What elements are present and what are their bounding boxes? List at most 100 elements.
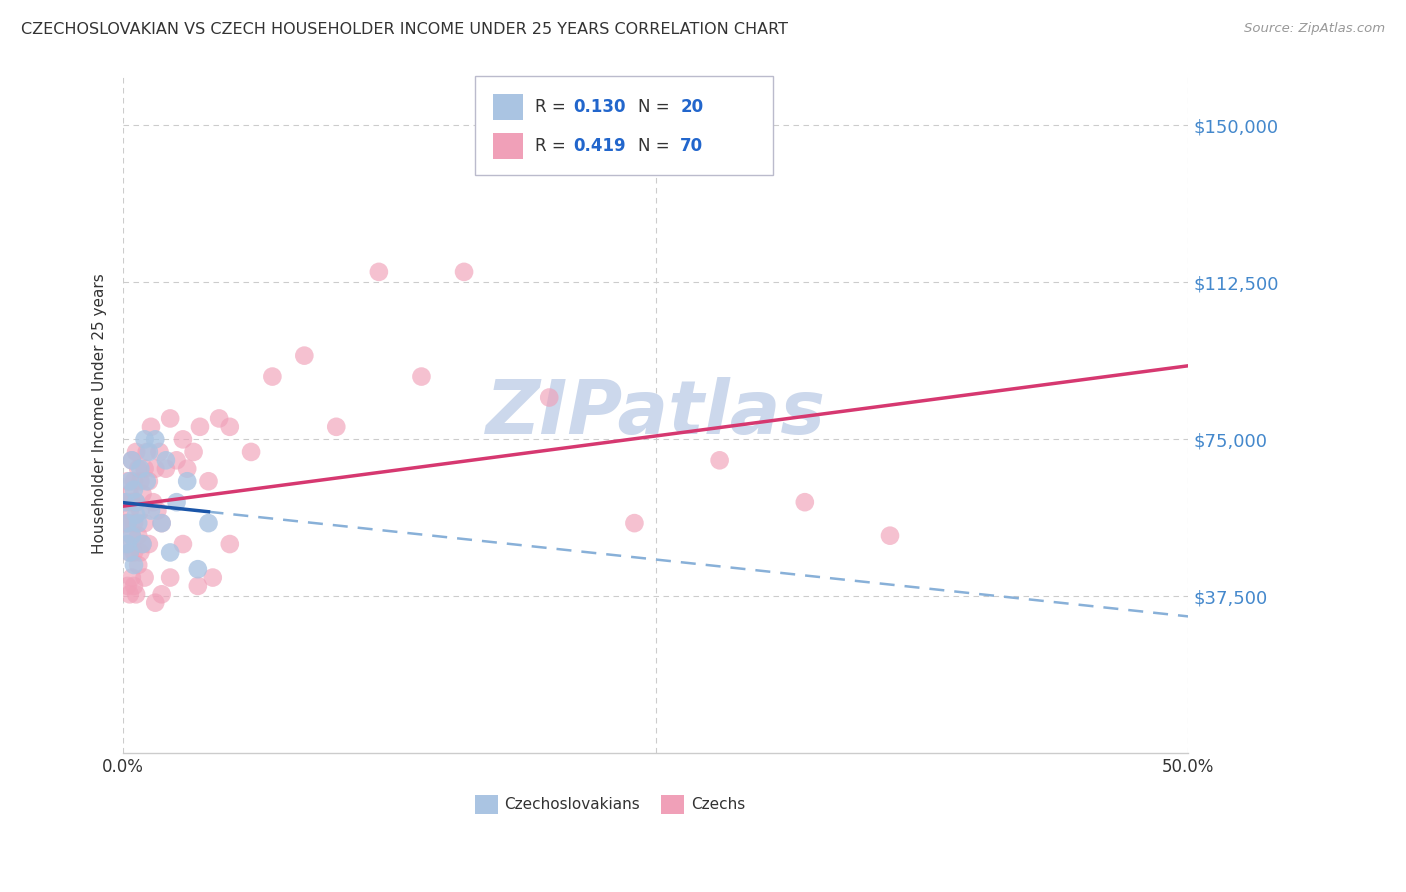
Point (125, 495, 148, 509)
Point (125, 508, 148, 522)
Point (118, 587, 141, 601)
Point (172, 537, 194, 551)
Point (138, 475, 160, 489)
Point (122, 545, 145, 559)
Point (143, 596, 166, 610)
Point (122, 516, 145, 530)
Text: CZECHOSLOVAKIAN VS CZECH HOUSEHOLDER INCOME UNDER 25 YEARS CORRELATION CHART: CZECHOSLOVAKIAN VS CZECH HOUSEHOLDER INC… (21, 22, 789, 37)
Point (139, 503, 162, 517)
Point (143, 433, 166, 447)
Point (131, 537, 153, 551)
Point (131, 487, 153, 501)
Point (218, 419, 240, 434)
Point (150, 516, 173, 530)
Point (127, 529, 149, 543)
Point (122, 558, 145, 572)
Point (114, 516, 136, 530)
Point (146, 503, 169, 517)
Text: Czechs: Czechs (690, 797, 745, 812)
Point (218, 537, 240, 551)
Point (117, 516, 139, 530)
Point (623, 516, 645, 530)
Text: R =: R = (536, 137, 571, 155)
Point (118, 545, 141, 559)
Point (117, 537, 139, 551)
Bar (475, 795, 498, 814)
Point (240, 445, 263, 459)
Point (879, 529, 901, 543)
Point (118, 475, 141, 489)
Point (538, 391, 561, 405)
Bar (661, 795, 685, 814)
Point (159, 545, 181, 559)
Text: Source: ZipAtlas.com: Source: ZipAtlas.com (1244, 22, 1385, 36)
Point (117, 475, 139, 489)
Point (118, 503, 141, 517)
Point (121, 495, 143, 509)
Point (122, 475, 145, 489)
Text: N =: N = (638, 98, 675, 116)
Point (135, 475, 157, 489)
Text: 70: 70 (681, 137, 703, 155)
Point (709, 453, 731, 467)
Point (118, 545, 141, 559)
Point (166, 495, 188, 509)
Bar (494, 95, 523, 120)
Text: ZIPatlas: ZIPatlas (485, 376, 825, 450)
Point (197, 516, 219, 530)
Point (129, 475, 152, 489)
FancyBboxPatch shape (475, 77, 773, 175)
Point (166, 453, 188, 467)
Point (121, 453, 143, 467)
Point (159, 570, 181, 584)
Point (188, 419, 211, 434)
Point (138, 445, 160, 459)
Point (176, 461, 198, 475)
Point (453, 265, 475, 279)
Point (201, 570, 224, 584)
Text: 0.419: 0.419 (574, 137, 626, 155)
Point (125, 587, 148, 601)
Point (187, 562, 209, 576)
Point (122, 483, 145, 497)
Text: N =: N = (638, 137, 675, 155)
Point (117, 579, 139, 593)
Point (150, 587, 173, 601)
Point (114, 495, 136, 509)
Point (129, 461, 152, 475)
Point (121, 529, 143, 543)
Point (262, 369, 284, 384)
Point (208, 411, 231, 425)
Point (127, 516, 149, 530)
Point (143, 461, 166, 475)
Text: Czechoslovakians: Czechoslovakians (505, 797, 640, 812)
Point (127, 558, 149, 572)
Point (117, 516, 139, 530)
Point (155, 461, 177, 475)
Text: 0.130: 0.130 (574, 98, 626, 116)
Point (138, 537, 160, 551)
Point (129, 503, 152, 517)
Point (134, 516, 156, 530)
Y-axis label: Householder Income Under 25 years: Householder Income Under 25 years (93, 273, 107, 554)
Point (325, 419, 347, 434)
Point (142, 495, 165, 509)
Point (367, 265, 389, 279)
Point (411, 369, 433, 384)
Point (187, 579, 209, 593)
Point (155, 453, 177, 467)
Point (292, 349, 315, 363)
Point (121, 570, 143, 584)
Point (135, 445, 157, 459)
Point (121, 453, 143, 467)
Point (125, 495, 148, 509)
Point (176, 475, 198, 489)
Point (148, 445, 170, 459)
Point (172, 433, 194, 447)
Point (134, 433, 156, 447)
Text: 20: 20 (681, 98, 703, 116)
Point (139, 419, 162, 434)
Point (150, 516, 173, 530)
Point (183, 445, 205, 459)
Point (114, 495, 136, 509)
